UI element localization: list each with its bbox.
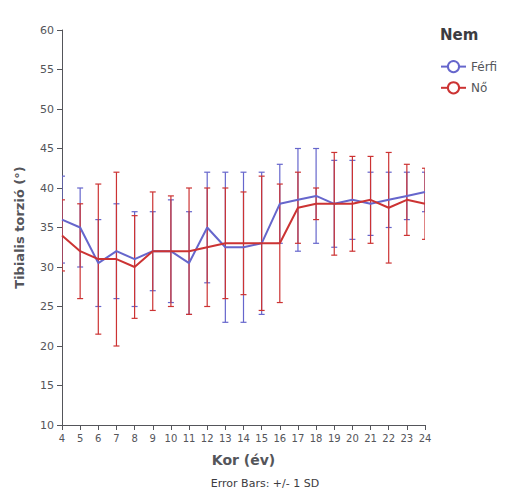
svg-text:4: 4 — [59, 433, 65, 444]
svg-text:15: 15 — [255, 433, 268, 444]
svg-text:13: 13 — [219, 433, 232, 444]
svg-text:30: 30 — [40, 261, 54, 274]
svg-text:18: 18 — [310, 433, 323, 444]
svg-text:14: 14 — [237, 433, 250, 444]
svg-text:Nem: Nem — [440, 26, 478, 44]
svg-text:20: 20 — [346, 433, 359, 444]
svg-text:6: 6 — [95, 433, 101, 444]
svg-text:Kor (év): Kor (év) — [212, 452, 275, 468]
svg-text:Tibialis torzió (°): Tibialis torzió (°) — [12, 166, 27, 288]
svg-text:5: 5 — [77, 433, 83, 444]
svg-text:23: 23 — [400, 433, 413, 444]
svg-text:40: 40 — [40, 182, 54, 195]
svg-text:15: 15 — [40, 379, 54, 392]
svg-text:10: 10 — [40, 419, 54, 432]
svg-text:19: 19 — [328, 433, 341, 444]
svg-text:7: 7 — [113, 433, 119, 444]
svg-text:22: 22 — [382, 433, 395, 444]
svg-text:24: 24 — [419, 433, 432, 444]
svg-text:9: 9 — [150, 433, 156, 444]
svg-text:8: 8 — [131, 433, 137, 444]
svg-text:60: 60 — [40, 24, 54, 37]
svg-text:Férfi: Férfi — [471, 60, 497, 74]
svg-text:Error Bars: +/- 1 SD: Error Bars: +/- 1 SD — [211, 477, 319, 490]
svg-text:17: 17 — [292, 433, 305, 444]
svg-text:20: 20 — [40, 340, 54, 353]
svg-text:11: 11 — [183, 433, 196, 444]
svg-text:35: 35 — [40, 221, 54, 234]
svg-text:45: 45 — [40, 142, 54, 155]
svg-text:25: 25 — [40, 300, 54, 313]
svg-text:16: 16 — [273, 433, 286, 444]
svg-text:55: 55 — [40, 63, 54, 76]
svg-text:10: 10 — [165, 433, 178, 444]
svg-text:50: 50 — [40, 103, 54, 116]
svg-text:Nő: Nő — [471, 81, 487, 95]
svg-text:21: 21 — [364, 433, 377, 444]
svg-text:12: 12 — [201, 433, 214, 444]
